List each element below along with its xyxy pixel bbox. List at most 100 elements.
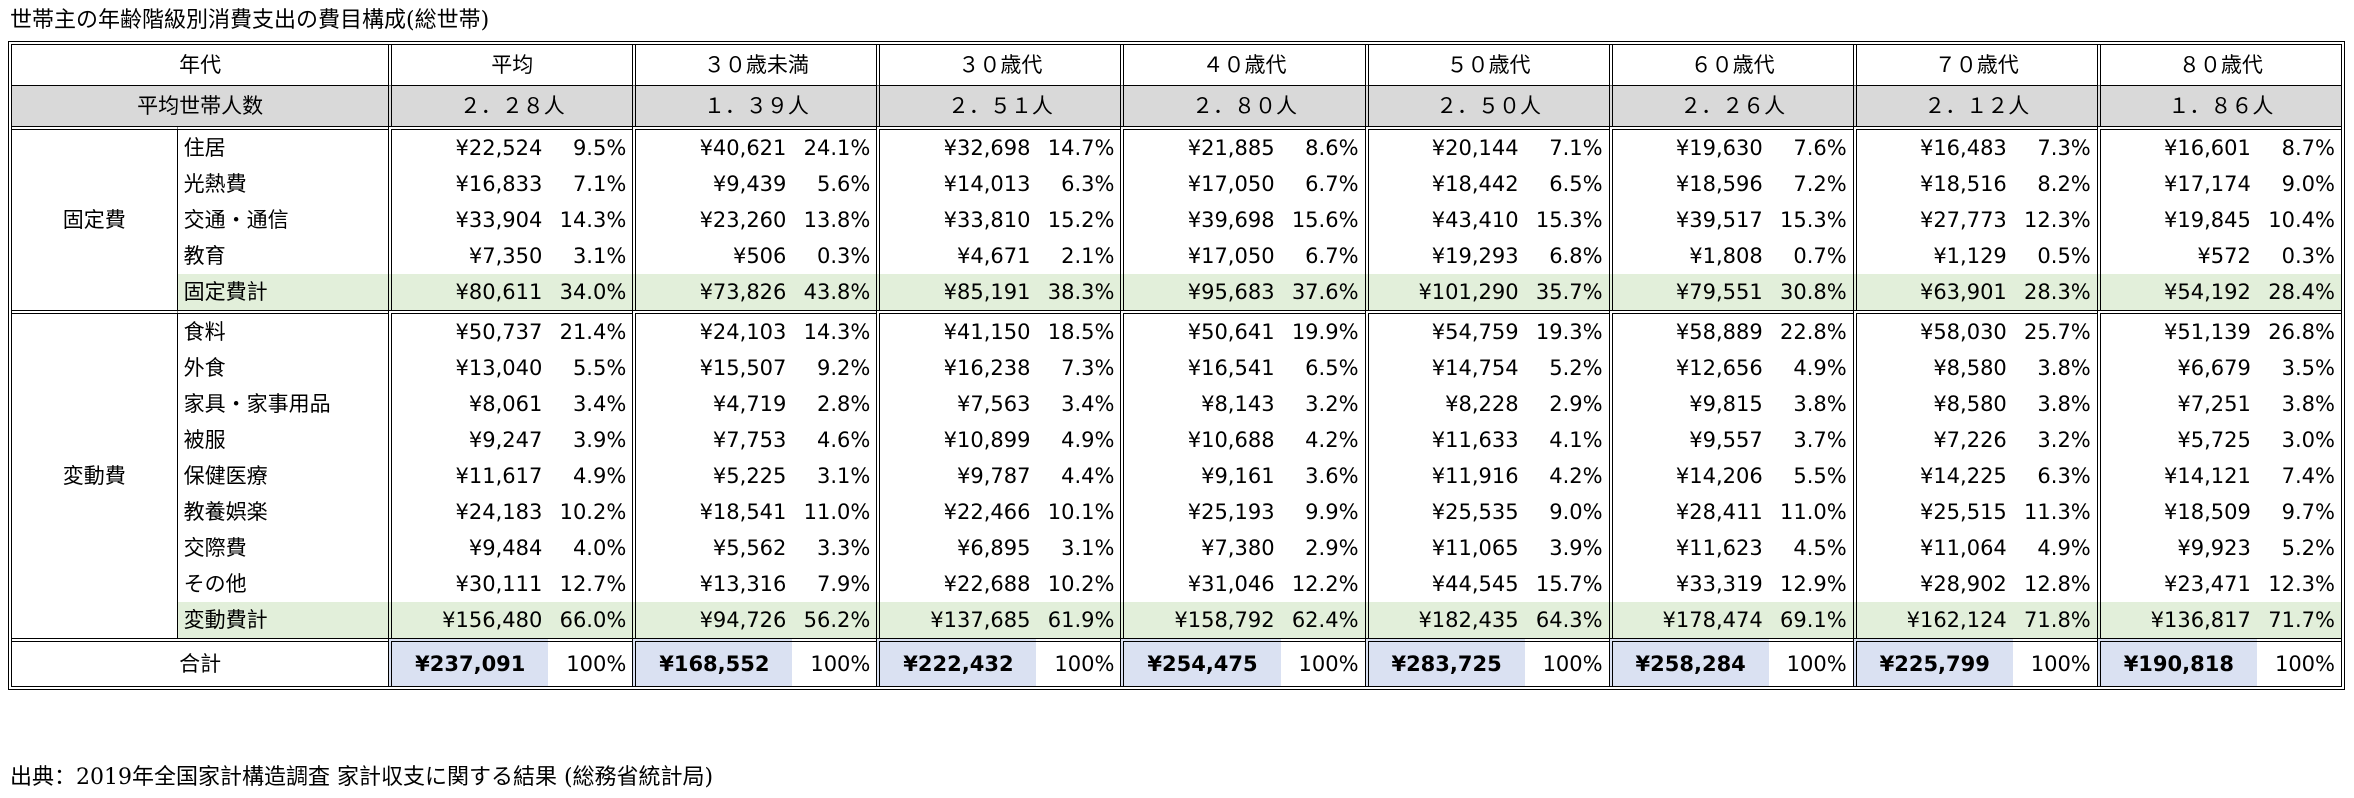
table-row: 交際費 ¥9,484 4.0% ¥5,562 3.3% ¥6,895 3.1% ¥7,380 2…	[12, 530, 2341, 566]
amount-cell: ¥43,410	[1364, 202, 1525, 238]
amount-cell: ¥4,671	[876, 238, 1036, 274]
amount-cell: ¥30,111	[388, 566, 548, 602]
amount-cell: ¥39,698	[1120, 202, 1280, 238]
ratio-cell: 3.8%	[1793, 392, 1847, 416]
ratio-cell: 69.1%	[1768, 602, 1853, 638]
ratio-cell: 62.4%	[1280, 602, 1365, 638]
amount-cell: ¥50,737	[388, 310, 549, 350]
ratio-cell: 7.3%	[1061, 356, 1115, 380]
amount-cell: ¥1,808	[1608, 238, 1769, 274]
amount-cell: ¥80,611	[388, 274, 549, 310]
amount-cell: ¥12,656	[1608, 350, 1769, 386]
amount-cell: ¥8,061	[388, 386, 548, 422]
amount-cell: ¥572	[2096, 238, 2257, 274]
amount-cell: ¥11,916	[1364, 458, 1525, 494]
amount-cell: ¥39,517	[1608, 202, 1769, 238]
amount-cell: ¥7,226	[1852, 422, 2013, 458]
amount-cell: ¥19,845	[2096, 202, 2257, 238]
amount-cell: ¥28,902	[1852, 566, 2013, 602]
ratio-cell: 66.0%	[548, 602, 633, 638]
ratio-cell: 10.2%	[1047, 572, 1115, 596]
amount-cell: ¥5,562	[632, 530, 792, 566]
total-ratio: 100%	[2256, 638, 2341, 686]
ratio-cell: 19.9%	[1280, 310, 1365, 350]
ratio-cell: 2.1%	[1061, 244, 1115, 268]
ratio-cell: 3.5%	[2281, 356, 2335, 380]
amount-cell: ¥11,617	[388, 458, 548, 494]
total-ratio: 100%	[1768, 638, 1853, 686]
ratio-cell: 37.6%	[1280, 274, 1365, 310]
ratio-cell: 64.3%	[1524, 602, 1609, 638]
amount-cell: ¥85,191	[876, 274, 1037, 310]
expense-table: 年代 平均 ３０歳未満 ３０歳代 ４０歳代 ５０歳代 ６０歳代 ７０歳代 ８０歳代 平均世帯人数 ２…	[8, 41, 2345, 690]
amount-cell: ¥9,161	[1120, 458, 1280, 494]
ratio-cell: 2.8%	[817, 392, 871, 416]
amount-cell: ¥182,435	[1364, 602, 1525, 638]
amount-cell: ¥18,516	[1852, 166, 2013, 202]
ratio-cell: 4.9%	[1793, 356, 1847, 380]
ratio-cell: 30.8%	[1768, 274, 1853, 310]
amount-cell: ¥16,483	[1852, 126, 2013, 166]
total-ratio: 100%	[548, 638, 633, 686]
ratio-cell: 4.9%	[2037, 536, 2091, 560]
total-label: 合計	[12, 638, 389, 686]
amount-cell: ¥23,260	[632, 202, 792, 238]
column-header: ８０歳代	[2096, 45, 2341, 85]
amount-cell: ¥11,623	[1608, 530, 1769, 566]
ratio-cell: 5.2%	[1549, 356, 1603, 380]
amount-cell: ¥506	[632, 238, 792, 274]
ratio-cell: 7.1%	[572, 172, 627, 196]
table-row: 外食 ¥13,040 5.5% ¥15,507 9.2% ¥16,238 7.3% ¥16,5…	[12, 350, 2341, 386]
amount-cell: ¥58,889	[1608, 310, 1769, 350]
amount-cell: ¥9,247	[388, 422, 548, 458]
total-row: 合計 ¥237,091 100% ¥168,552 100% ¥222,432 100% ¥2…	[12, 638, 2341, 686]
group-label: 固定費	[12, 126, 177, 310]
ratio-cell: 0.7%	[1793, 244, 1847, 268]
persons-value: ２．５１人	[876, 85, 1121, 126]
amount-cell: ¥33,319	[1608, 566, 1769, 602]
header-era-label: 年代	[179, 53, 222, 77]
amount-cell: ¥13,040	[388, 350, 548, 386]
column-header: ７０歳代	[1852, 45, 2097, 85]
amount-cell: ¥136,817	[2096, 602, 2257, 638]
ratio-cell: 8.6%	[1280, 126, 1365, 166]
amount-cell: ¥17,050	[1120, 166, 1280, 202]
amount-cell: ¥8,228	[1364, 386, 1525, 422]
ratio-cell: 12.8%	[2024, 572, 2091, 596]
row-label: 教養娯楽	[176, 494, 389, 530]
amount-cell: ¥8,580	[1852, 386, 2013, 422]
ratio-cell: 7.3%	[2012, 126, 2097, 166]
ratio-cell: 3.6%	[1305, 464, 1359, 488]
ratio-cell: 3.2%	[1305, 392, 1359, 416]
ratio-cell: 71.8%	[2012, 602, 2097, 638]
amount-cell: ¥7,251	[2096, 386, 2257, 422]
table-row: 保健医療 ¥11,617 4.9% ¥5,225 3.1% ¥9,787 4.4% ¥9,16…	[12, 458, 2341, 494]
amount-cell: ¥13,316	[632, 566, 792, 602]
amount-cell: ¥7,350	[388, 238, 548, 274]
row-label: 保健医療	[176, 458, 389, 494]
amount-cell: ¥19,293	[1364, 238, 1525, 274]
amount-cell: ¥1,129	[1852, 238, 2013, 274]
ratio-cell: 10.2%	[559, 500, 627, 524]
persons-value: ２．２６人	[1608, 85, 1853, 126]
amount-cell: ¥40,621	[632, 126, 793, 166]
total-amount: ¥258,284	[1608, 638, 1769, 686]
ratio-cell: 9.9%	[1305, 500, 1359, 524]
ratio-cell: 6.5%	[1549, 172, 1603, 196]
ratio-cell: 24.1%	[792, 126, 877, 166]
row-label: 食料	[176, 310, 389, 350]
amount-cell: ¥73,826	[632, 274, 793, 310]
ratio-cell: 12.9%	[1779, 572, 1847, 596]
ratio-cell: 15.2%	[1047, 208, 1115, 232]
amount-cell: ¥4,719	[632, 386, 792, 422]
ratio-cell: 28.3%	[2012, 274, 2097, 310]
table-row: 交通・通信 ¥33,904 14.3% ¥23,260 13.8% ¥33,810 15.2…	[12, 202, 2341, 238]
ratio-cell: 14.3%	[559, 208, 627, 232]
persons-value: １．３９人	[632, 85, 877, 126]
amount-cell: ¥15,507	[632, 350, 792, 386]
ratio-cell: 13.8%	[803, 208, 871, 232]
amount-cell: ¥19,630	[1608, 126, 1769, 166]
ratio-cell: 21.4%	[548, 310, 633, 350]
ratio-cell: 8.2%	[2037, 172, 2091, 196]
amount-cell: ¥16,601	[2096, 126, 2257, 166]
